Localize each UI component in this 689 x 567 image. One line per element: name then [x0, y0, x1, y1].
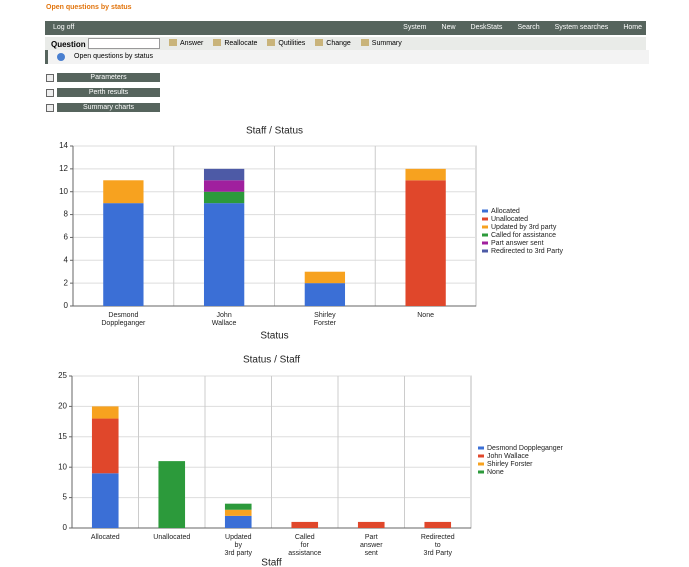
legend-label: Allocated	[491, 208, 520, 215]
nav-link[interactable]: System searches	[554, 24, 609, 31]
x-tick-label: Unallocated	[153, 534, 191, 541]
toolbar-button[interactable]: Change	[315, 39, 351, 47]
x-axis-label: Staff	[261, 558, 282, 567]
nav-bar: Log off System New DeskStats Search System s…	[45, 21, 646, 35]
info-text: Open questions by status	[74, 53, 153, 60]
nav-items: System New DeskStats Search System searches H…	[403, 24, 642, 31]
legend-swatch	[482, 225, 488, 229]
bar-segment	[405, 180, 446, 306]
legend-label: Desmond Doppleganger	[487, 445, 564, 452]
legend-swatch	[482, 233, 488, 237]
legend-label: Part answer sent	[491, 240, 544, 247]
nav-link[interactable]: Home	[623, 24, 642, 31]
bar-segment	[91, 418, 119, 474]
legend-label: Updated by 3rd party	[491, 224, 557, 231]
y-tick-label: 14	[59, 141, 68, 150]
toolbar-buttons: Answer Reallocate Qutilities Change Summary	[169, 39, 402, 47]
bar-segment	[203, 180, 245, 192]
toolbar: Question Answer Reallocate Qutilities Chang…	[45, 37, 646, 50]
legend-swatch	[478, 454, 484, 458]
bar-segment	[203, 203, 245, 306]
y-tick-label: 10	[58, 462, 67, 471]
legend-label: Shirley Forster	[487, 461, 533, 468]
legend-label: Called for assistance	[491, 232, 556, 239]
legend-swatch	[478, 462, 484, 466]
toolbar-button[interactable]: Reallocate	[213, 39, 257, 47]
toggle-icon[interactable]	[46, 74, 54, 82]
x-tick-label: John Wallace	[211, 312, 237, 327]
info-row: Open questions by status	[45, 50, 649, 64]
bar-segment	[103, 203, 144, 306]
bar-segment	[357, 521, 385, 528]
bar-segment	[405, 168, 446, 181]
chart-title: Status / Staff	[243, 355, 300, 366]
x-tick-label: Allocated	[90, 534, 120, 541]
legend-swatch	[482, 249, 488, 253]
y-tick-label: 2	[64, 278, 69, 287]
y-tick-label: 8	[64, 210, 69, 219]
legend-label: None	[487, 469, 504, 476]
x-tick-label: Redirected to 3rd Party	[420, 534, 455, 557]
y-tick-label: 6	[64, 233, 69, 242]
legend-swatch	[482, 217, 488, 221]
y-tick-label: 10	[59, 187, 68, 196]
legend-swatch	[478, 446, 484, 450]
y-tick-label: 20	[58, 402, 67, 411]
x-tick-label: Desmond Doppleganger	[101, 312, 146, 327]
section-title[interactable]: Parameters	[57, 73, 160, 82]
section-title[interactable]: Perth results	[57, 88, 160, 97]
legend-swatch	[482, 241, 488, 245]
legend-swatch	[478, 470, 484, 474]
legend-label: John Wallace	[487, 453, 529, 460]
toggle-icon[interactable]	[46, 89, 54, 97]
x-tick-label: Shirley Forster	[313, 312, 336, 327]
toolbar-label: Question	[51, 40, 86, 49]
y-tick-label: 25	[58, 371, 67, 380]
toolbar-button[interactable]: Answer	[169, 39, 203, 47]
bar-segment	[224, 509, 252, 516]
legend-label: Redirected to 3rd Party	[491, 248, 563, 255]
nav-link[interactable]: System	[403, 24, 427, 31]
x-tick-label: Called for assistance	[288, 534, 322, 557]
chart-title: Staff / Status	[246, 126, 303, 137]
bar-segment	[158, 461, 186, 528]
section-title[interactable]: Summary charts	[57, 103, 160, 112]
bar-segment	[103, 180, 144, 204]
page-title: Open questions by status	[46, 4, 132, 11]
y-tick-label: 0	[64, 301, 69, 310]
bar-segment	[91, 406, 119, 419]
bar-segment	[224, 515, 252, 528]
toggle-icon[interactable]	[46, 104, 54, 112]
toolbar-button[interactable]: Summary	[361, 39, 402, 47]
nav-link[interactable]: New	[441, 24, 456, 31]
x-tick-label: Part answer sent	[359, 534, 383, 557]
bar-segment	[224, 503, 252, 510]
x-axis-label: Status	[260, 331, 288, 342]
legend-swatch	[482, 209, 488, 213]
y-tick-label: 4	[64, 255, 69, 264]
nav-link[interactable]: Log off	[53, 24, 75, 31]
bar-segment	[304, 283, 346, 306]
bar-segment	[203, 168, 245, 181]
info-icon	[57, 53, 65, 61]
bar-segment	[291, 521, 319, 528]
y-tick-label: 5	[63, 493, 68, 502]
bar-segment	[203, 191, 245, 204]
bar-segment	[304, 271, 346, 284]
x-tick-label: None	[417, 312, 434, 319]
x-tick-label: Updated by 3rd party	[224, 534, 253, 557]
y-tick-label: 0	[63, 523, 68, 532]
y-tick-label: 12	[59, 164, 68, 173]
y-tick-label: 15	[58, 432, 67, 441]
nav-link[interactable]: DeskStats	[470, 24, 503, 31]
toolbar-button[interactable]: Qutilities	[267, 39, 305, 47]
legend-label: Unallocated	[491, 216, 528, 223]
nav-link[interactable]: Search	[517, 24, 540, 31]
bar-segment	[91, 473, 119, 528]
question-input[interactable]	[88, 38, 160, 49]
bar-segment	[424, 521, 452, 528]
